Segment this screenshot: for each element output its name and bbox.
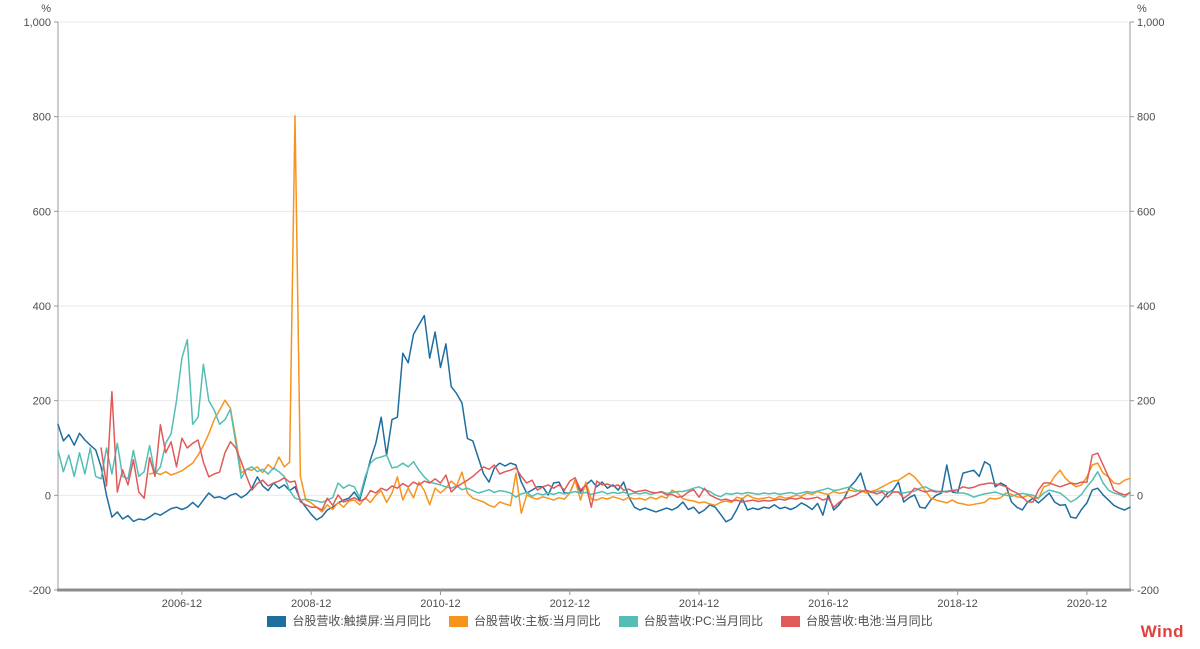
x-axis-tick-label: 2020-12 bbox=[1067, 598, 1107, 610]
legend-item-motherboard[interactable]: 台股营收:主板:当月同比 bbox=[448, 612, 601, 630]
y-axis-tick-label-left: 1,000 bbox=[23, 17, 51, 29]
y-axis-tick-label-right: 200 bbox=[1137, 396, 1155, 408]
y-axis-tick-label-right: 1,000 bbox=[1137, 17, 1165, 29]
x-axis-tick-label: 2014-12 bbox=[679, 598, 719, 610]
legend-label-touchscreen: 台股营收:触摸屏:当月同比 bbox=[292, 614, 431, 628]
legend-item-pc[interactable]: 台股营收:PC:当月同比 bbox=[618, 612, 763, 630]
x-axis-tick-label: 2016-12 bbox=[808, 598, 848, 610]
y-axis-tick-label-left: 200 bbox=[33, 396, 51, 408]
legend-item-touchscreen[interactable]: 台股营收:触摸屏:当月同比 bbox=[267, 612, 431, 630]
x-axis-tick-label: 2012-12 bbox=[550, 598, 590, 610]
legend-swatch-battery bbox=[781, 615, 800, 627]
revenue-yoy-line-chart: 1,000 1,000 800 800 600 600 400 400 200 200 0 0 -200… bbox=[23, 3, 1165, 610]
series-line-battery bbox=[100, 390, 1131, 511]
legend-label-battery: 台股营收:电池:当月同比 bbox=[806, 614, 933, 628]
y-axis-unit-right: % bbox=[1137, 3, 1147, 15]
legend-swatch-pc bbox=[618, 615, 638, 627]
legend-label-motherboard: 台股营收:主板:当月同比 bbox=[473, 614, 601, 628]
x-axis-tick-label: 2018-12 bbox=[937, 598, 977, 610]
y-axis-tick-label-left: 400 bbox=[33, 301, 51, 313]
series-line-pc bbox=[57, 338, 1131, 504]
y-axis-unit-left: % bbox=[41, 3, 51, 15]
x-axis-tick-label: 2010-12 bbox=[420, 598, 460, 610]
chart-legend: 台股营收:触摸屏:当月同比 台股营收:主板:当月同比 台股营收:PC:当月同比 … bbox=[0, 612, 1200, 630]
y-axis-tick-label-right: 800 bbox=[1137, 112, 1155, 124]
y-axis-tick-label-right: 600 bbox=[1137, 206, 1155, 218]
wind-logo: Wind bbox=[1140, 622, 1184, 641]
y-axis-tick-label-left: 600 bbox=[33, 206, 51, 218]
legend-swatch-touchscreen bbox=[267, 615, 287, 627]
y-axis-tick-label-left: -200 bbox=[29, 585, 51, 597]
legend-item-battery[interactable]: 台股营收:电池:当月同比 bbox=[781, 612, 933, 630]
x-axis-tick-label: 2008-12 bbox=[291, 598, 331, 610]
legend-label-pc: 台股营收:PC:当月同比 bbox=[643, 614, 763, 628]
y-axis-tick-label-right: 400 bbox=[1137, 301, 1155, 313]
y-axis-tick-label-right: 0 bbox=[1137, 490, 1143, 502]
series-line-touchscreen bbox=[57, 314, 1131, 523]
series-line-motherboard bbox=[148, 114, 1131, 515]
x-axis-tick-label: 2006-12 bbox=[162, 598, 202, 610]
y-axis-tick-label-left: 800 bbox=[33, 112, 51, 124]
legend-swatch-motherboard bbox=[448, 615, 468, 627]
y-axis-tick-label-right: -200 bbox=[1137, 585, 1159, 597]
y-axis-tick-label-left: 0 bbox=[45, 490, 51, 502]
